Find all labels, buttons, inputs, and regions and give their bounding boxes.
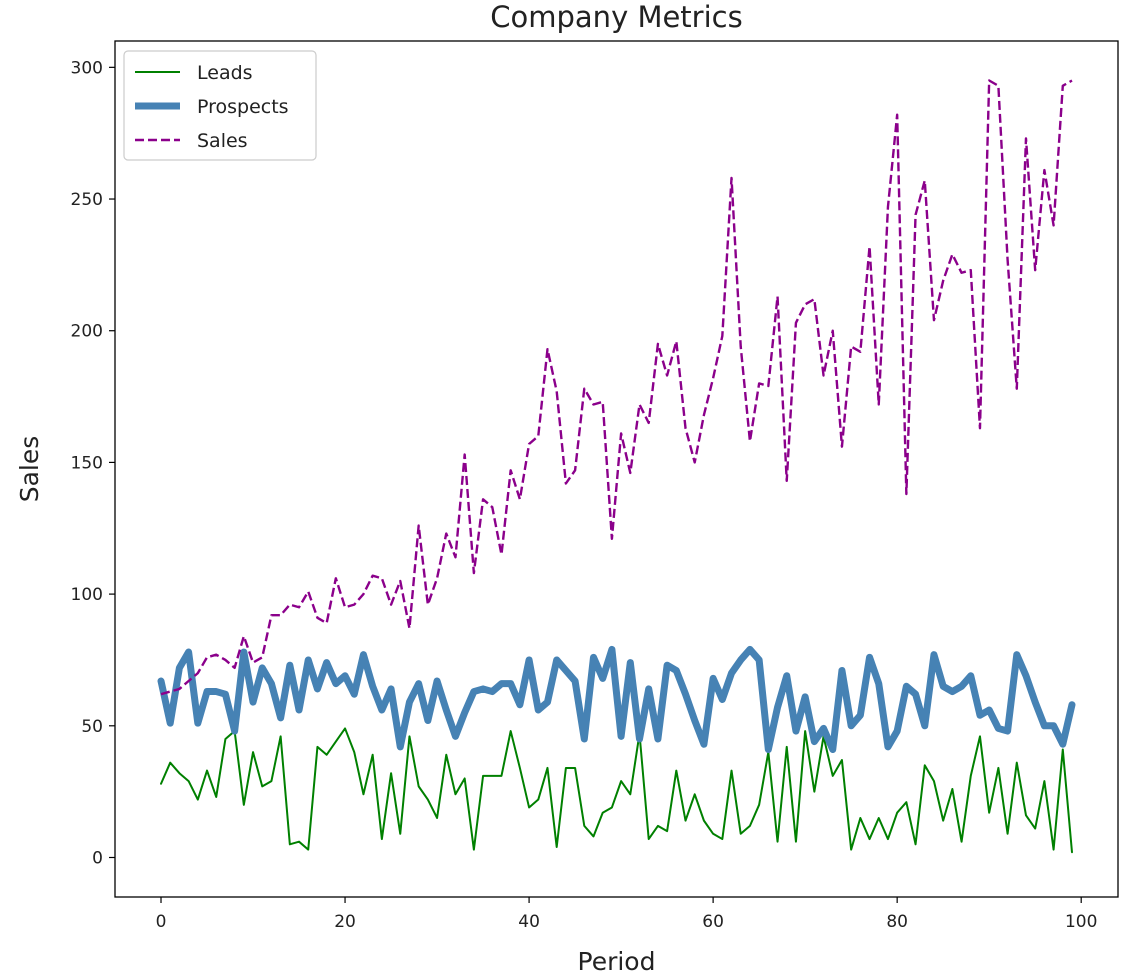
- x-tick-label: 100: [1065, 912, 1097, 932]
- legend: Leads Prospects Sales: [123, 50, 317, 161]
- y-tick-label: 250: [71, 190, 103, 210]
- x-tick-label: 0: [156, 912, 167, 932]
- y-tick-label: 0: [92, 848, 103, 868]
- axes-layer: 0 20 40 60 80 100 0 50 100 150 200 250 300: [71, 58, 1098, 932]
- x-axis-title: Period: [578, 947, 656, 976]
- y-tick-label: 50: [81, 717, 103, 737]
- chart-title: Company Metrics: [490, 0, 742, 34]
- y-tick-label: 100: [71, 585, 103, 605]
- series-line-prospects: [157, 645, 1076, 753]
- x-tick-label: 60: [702, 912, 724, 932]
- x-tick-label: 80: [886, 912, 908, 932]
- y-tick-label: 150: [71, 453, 103, 473]
- legend-box: [123, 50, 317, 161]
- y-axis-title: Sales: [15, 436, 44, 503]
- x-tick-label: 40: [518, 912, 540, 932]
- legend-label-prospects: Prospects: [197, 96, 289, 118]
- series-line-leads: [160, 727, 1073, 854]
- legend-label-sales: Sales: [197, 130, 248, 152]
- y-tick-label: 200: [71, 322, 103, 342]
- x-tick-label: 20: [334, 912, 356, 932]
- legend-label-leads: Leads: [197, 62, 253, 84]
- y-tick-label: 300: [71, 58, 103, 78]
- series-line-sales: [160, 79, 1073, 696]
- plot-layer: [157, 79, 1076, 854]
- plot-frame: [114, 40, 1119, 898]
